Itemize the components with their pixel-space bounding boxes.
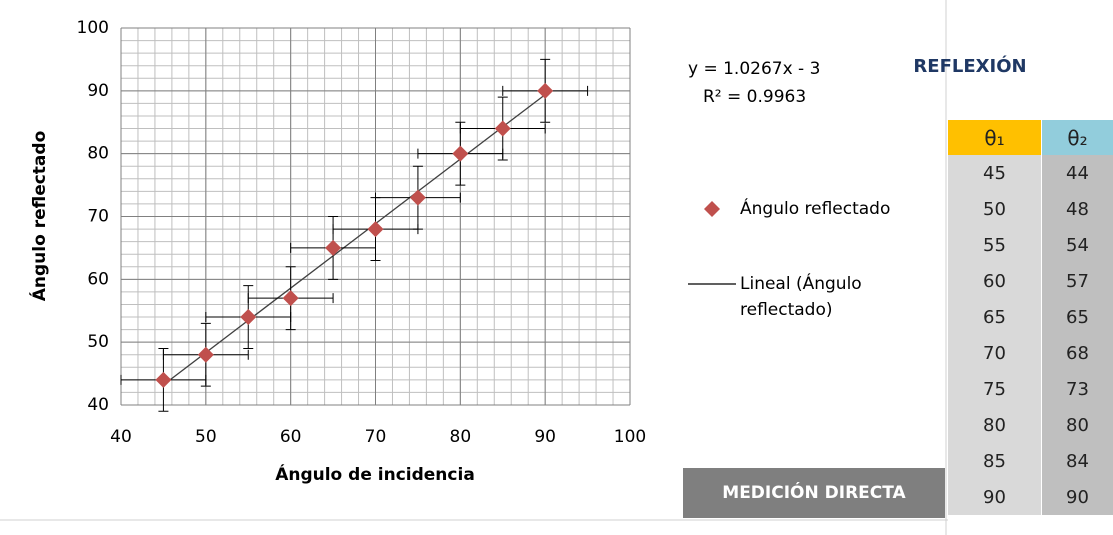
point	[537, 82, 554, 99]
y-tick-label: 80	[87, 144, 109, 164]
table-cell: 68	[1042, 335, 1113, 371]
trend-r2: R² = 0.9963	[703, 87, 806, 107]
table-cell: 85	[948, 443, 1041, 479]
legend-label: Ángulo reflectado	[740, 197, 890, 219]
point	[325, 239, 342, 256]
x-axis-title: Ángulo de incidencia	[275, 463, 475, 485]
trend-equation: y = 1.0267x - 3	[688, 59, 820, 79]
table-cell: 80	[1042, 407, 1113, 443]
table-cell: 60	[948, 263, 1041, 299]
table-cell: 45	[948, 155, 1041, 191]
table-cell: 80	[948, 407, 1041, 443]
point	[240, 309, 257, 326]
table-cell: 90	[948, 479, 1041, 515]
trendline	[163, 94, 546, 386]
point	[367, 221, 384, 238]
table-cell: 70	[948, 335, 1041, 371]
plot	[120, 58, 589, 412]
table-cell: 54	[1042, 227, 1113, 263]
legend-trend-label: Lineal (Ángulo reflectado)	[740, 274, 862, 320]
table-title: REFLEXIÓN	[913, 55, 1026, 77]
y-tick-label: 40	[87, 395, 109, 415]
table-cell: 55	[948, 227, 1041, 263]
y-tick-label: 90	[87, 81, 109, 101]
point	[494, 120, 511, 137]
table-cell: 73	[1042, 371, 1113, 407]
grid	[120, 27, 631, 406]
x-tick-label: 70	[365, 427, 387, 447]
table-cell: 44	[1042, 155, 1113, 191]
x-tick-label: 80	[450, 427, 472, 447]
x-tick-label: 100	[614, 427, 646, 447]
y-tick-label: 100	[77, 18, 109, 38]
point	[452, 145, 469, 162]
y-tick-label: 70	[87, 207, 109, 227]
table-cell: 65	[1042, 299, 1113, 335]
point	[197, 346, 214, 363]
point	[155, 371, 172, 388]
table-cell: 50	[948, 191, 1041, 227]
table-cell: 57	[1042, 263, 1113, 299]
x-tick-label: 90	[534, 427, 556, 447]
button[interactable]: MEDICIÓN DIRECTA	[683, 468, 945, 518]
x-tick-label: 60	[280, 427, 302, 447]
table-cell: 65	[948, 299, 1041, 335]
x-tick-label: 40	[110, 427, 132, 447]
table-cell: θ₂	[1042, 120, 1113, 155]
table-cell: 90	[1042, 479, 1113, 515]
table-cell: 48	[1042, 191, 1113, 227]
table-cell: 75	[948, 371, 1041, 407]
legend-marker	[704, 201, 720, 217]
y-axis-title: Ángulo reflectado	[28, 131, 50, 302]
table-cell: θ₁	[948, 120, 1041, 155]
y-tick-label: 50	[87, 332, 109, 352]
table-cell: 84	[1042, 443, 1113, 479]
point	[409, 189, 426, 206]
x-tick-label: 50	[195, 427, 217, 447]
y-tick-label: 60	[87, 269, 109, 289]
point	[282, 290, 299, 307]
